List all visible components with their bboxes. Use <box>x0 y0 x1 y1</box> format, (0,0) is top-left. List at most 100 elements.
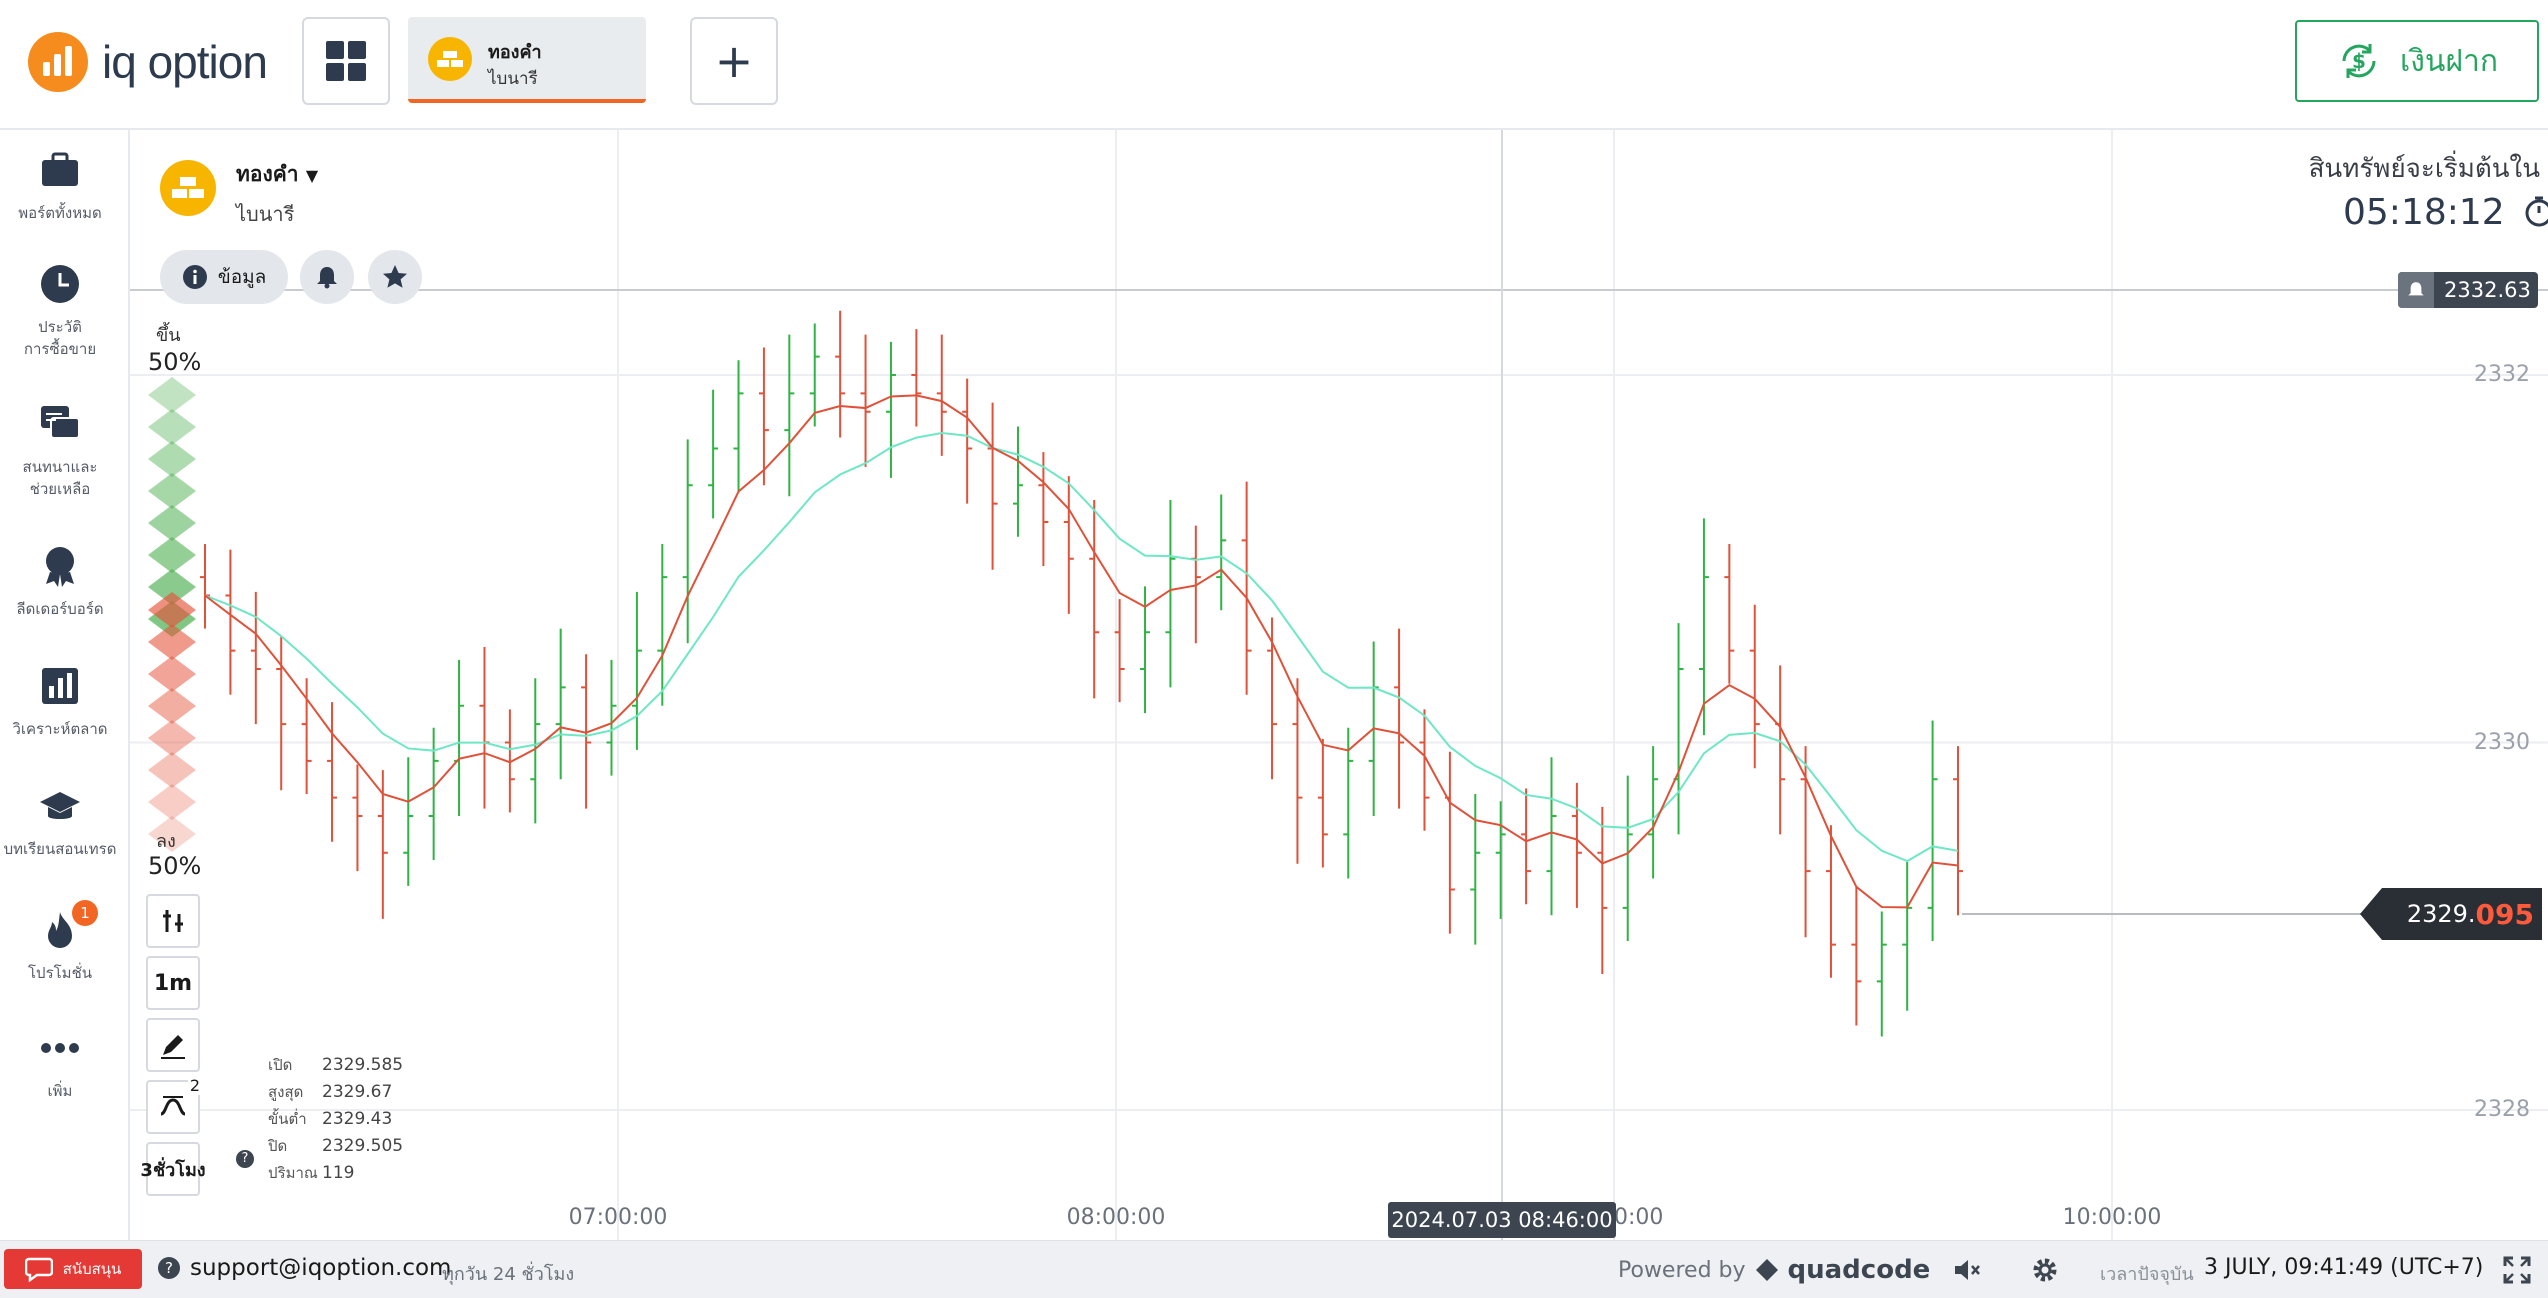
deposit-label: เงินฝาก <box>2400 43 2498 79</box>
fullscreen-button[interactable] <box>2502 1255 2532 1285</box>
bell-icon <box>317 267 337 289</box>
sentiment-down-marker <box>148 656 196 692</box>
sidebar-label: เพิ่ม <box>47 1082 73 1100</box>
sidebar-item-more[interactable]: เพิ่ม <box>0 1026 120 1102</box>
sidebar-item-history[interactable]: ประวัติ การซื้อขาย <box>0 262 120 360</box>
candles-icon <box>163 910 183 932</box>
crosshair-time-tag: 2024.07.03 08:46:00 <box>1388 1202 1616 1238</box>
drawing-tools-button[interactable] <box>146 1018 200 1072</box>
gold-coin-icon <box>160 160 216 216</box>
info-label: ข้อมูล <box>217 266 267 288</box>
support-email[interactable]: ? support@iqoption.com <box>158 1255 451 1281</box>
speaker-mute-icon <box>1955 1260 1980 1280</box>
gear-icon <box>2033 1258 2057 1282</box>
promotions-badge: 1 <box>72 900 98 926</box>
powered-by[interactable]: Powered by quadcode <box>1618 1255 1931 1285</box>
period-button[interactable]: 3ชั่วโมง <box>140 1142 206 1196</box>
sidebar-item-leaderboard[interactable]: ลีดเดอร์บอร์ด <box>0 544 120 620</box>
sentiment-down-marker <box>148 752 196 788</box>
svg-text:$: $ <box>2352 49 2366 73</box>
indicators-button[interactable]: 2 <box>146 1076 202 1134</box>
help-icon[interactable]: ? <box>236 1150 254 1168</box>
gold-coin-icon <box>428 37 472 81</box>
sentiment-up-percent: 50% <box>148 348 202 376</box>
sentiment-down-marker <box>148 688 196 724</box>
price-alert-value: 2332.63 <box>2444 278 2531 302</box>
sentiment-up-marker <box>148 441 196 477</box>
more-dots-icon <box>41 1043 79 1053</box>
sentiment-down-marker <box>148 720 196 756</box>
logo-mark-icon <box>28 32 88 92</box>
pencil-icon <box>161 1035 185 1059</box>
sidebar-label: บทเรียนสอนเทรด <box>3 840 117 858</box>
ohlc-volume: 119 <box>322 1163 355 1183</box>
settings-button[interactable] <box>2030 1255 2060 1285</box>
sentiment-down-percent: 50% <box>148 852 202 880</box>
graduation-cap-icon <box>40 792 80 819</box>
grid-icon <box>326 41 366 81</box>
timeframe-button[interactable]: 1m <box>146 956 200 1010</box>
sidebar-label: วิเคราะห์ตลาด <box>12 720 108 738</box>
add-tab-button[interactable]: + <box>690 17 778 105</box>
ohlc-low: 2329.43 <box>322 1109 393 1129</box>
info-icon <box>182 265 207 289</box>
quadcode-logo-icon <box>1755 1259 1778 1281</box>
clock-icon <box>41 265 79 303</box>
sidebar-label: ลีดเดอร์บอร์ด <box>16 600 104 618</box>
bell-icon <box>2408 282 2424 296</box>
asset-name[interactable]: ทองคำ ▼ <box>236 162 319 186</box>
logo-text: iq option <box>102 36 268 88</box>
y-tick-label: 2332 <box>2474 362 2530 387</box>
sentiment-up-marker <box>148 569 196 605</box>
grid-layout-button[interactable] <box>302 17 390 105</box>
indicator-count: 2 <box>187 1076 202 1095</box>
sentiment-up-marker <box>148 377 196 413</box>
ohlc-high: 2329.67 <box>322 1082 393 1102</box>
chart-area[interactable] <box>130 130 2548 1240</box>
asset-tab[interactable]: ทองคำ ไบนารี <box>408 17 646 103</box>
mute-button[interactable] <box>1952 1255 1982 1285</box>
current-time: 3 JULY, 09:41:49 (UTC+7) <box>2204 1255 2484 1280</box>
award-icon <box>46 547 74 587</box>
chart-type-button[interactable] <box>146 894 200 948</box>
x-tick-label: 08:00:00 <box>1066 1205 1166 1230</box>
footer: สนับสนุน ? support@iqoption.com ทุกวัน 24… <box>0 1240 2548 1298</box>
favorite-button[interactable] <box>368 250 422 304</box>
sidebar-item-chat[interactable]: สนทนาและ ช่วยเหลือ <box>0 402 120 500</box>
sentiment-up-label: ขึ้น <box>156 325 181 346</box>
briefcase-icon <box>42 152 78 186</box>
sentiment-down-marker <box>148 592 196 628</box>
moving-average-slow <box>204 431 1959 863</box>
sidebar-label: สนทนาและ ช่วยเหลือ <box>22 458 98 498</box>
iq-option-logo[interactable]: iq option <box>28 32 268 92</box>
stopwatch-icon <box>2525 196 2548 227</box>
ohlc-panel: เปิด 2329.585 สูงสุด 2329.67 ขั้นต่ำ 2329.4… <box>268 1052 403 1187</box>
alert-button[interactable] <box>300 250 354 304</box>
current-price-tag: 2329. 095 <box>2360 888 2542 940</box>
ohlc-close: 2329.505 <box>322 1136 404 1156</box>
info-button[interactable]: ข้อมูล <box>160 250 288 304</box>
deposit-dollar-icon: $ <box>2342 44 2376 78</box>
sidebar-item-portfolio[interactable]: พอร์ตทั้งหมด <box>0 148 120 224</box>
asset-tab-type: ไบนารี <box>488 69 538 89</box>
sidebar-item-education[interactable]: บทเรียนสอนเทรด <box>0 784 120 860</box>
price-chart[interactable] <box>130 130 2548 1240</box>
moving-average-fast <box>204 394 1959 909</box>
sidebar-label: โปรโมชั่น <box>27 964 92 982</box>
sidebar-item-analysis[interactable]: วิเคราะห์ตลาด <box>0 664 120 740</box>
bar-chart-icon <box>42 668 78 704</box>
price-alert-tag[interactable]: 2332.63 <box>2398 272 2538 308</box>
star-icon <box>383 265 407 288</box>
sentiment-down-label: ลง <box>156 831 176 852</box>
deposit-button[interactable]: $ เงินฝาก <box>2295 20 2539 102</box>
support-hours: ทุกวัน 24 ชั่วโมง <box>442 1264 575 1285</box>
asset-tab-name: ทองคำ <box>488 42 542 63</box>
sidebar-label: ประวัติ การซื้อขาย <box>23 318 97 358</box>
sentiment-up-marker <box>148 537 196 573</box>
sentiment-down-marker <box>148 784 196 820</box>
ohlc-open: 2329.585 <box>322 1055 404 1075</box>
sidebar-item-promotions[interactable]: 1 โปรโมชั่น <box>0 900 120 984</box>
sentiment-down-marker <box>148 624 196 660</box>
x-tick-label: 10:00:00 <box>2062 1205 2162 1230</box>
support-button[interactable]: สนับสนุน <box>4 1249 142 1289</box>
